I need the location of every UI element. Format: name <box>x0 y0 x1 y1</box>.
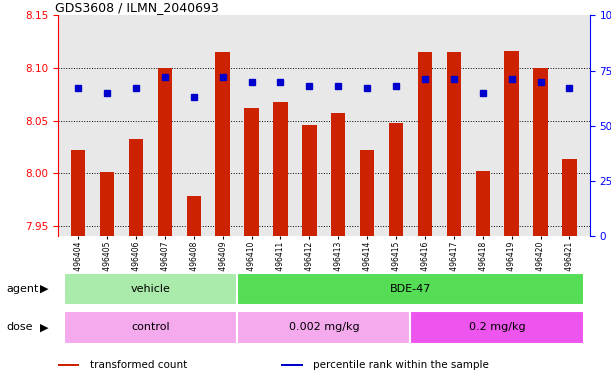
Bar <box>64 311 237 344</box>
Bar <box>186 196 201 236</box>
Bar <box>505 51 519 236</box>
Bar <box>389 122 403 236</box>
Text: 0.002 mg/kg: 0.002 mg/kg <box>288 322 359 333</box>
Text: control: control <box>131 322 170 333</box>
Bar <box>411 311 584 344</box>
Bar <box>273 102 288 236</box>
Bar <box>302 125 316 236</box>
Bar <box>533 68 547 236</box>
Bar <box>562 159 577 236</box>
Bar <box>216 52 230 236</box>
Bar <box>475 171 490 236</box>
Text: vehicle: vehicle <box>131 284 170 294</box>
Text: dose: dose <box>6 322 32 333</box>
Bar <box>64 273 237 305</box>
Bar <box>58 364 79 366</box>
Bar <box>447 52 461 236</box>
Bar <box>158 68 172 236</box>
Bar <box>360 150 375 236</box>
Text: ▶: ▶ <box>40 284 49 294</box>
Bar <box>237 311 411 344</box>
Text: GDS3608 / ILMN_2040693: GDS3608 / ILMN_2040693 <box>56 1 219 14</box>
Bar <box>71 150 86 236</box>
Bar <box>129 139 143 236</box>
Text: transformed count: transformed count <box>90 360 187 370</box>
Bar <box>418 52 432 236</box>
Bar <box>237 273 584 305</box>
Bar <box>331 113 345 236</box>
Bar <box>100 172 114 236</box>
Bar <box>244 108 259 236</box>
Text: BDE-47: BDE-47 <box>390 284 431 294</box>
Text: 0.2 mg/kg: 0.2 mg/kg <box>469 322 525 333</box>
Text: agent: agent <box>6 284 38 294</box>
Text: ▶: ▶ <box>40 322 49 333</box>
Text: percentile rank within the sample: percentile rank within the sample <box>313 360 489 370</box>
Bar <box>281 364 302 366</box>
